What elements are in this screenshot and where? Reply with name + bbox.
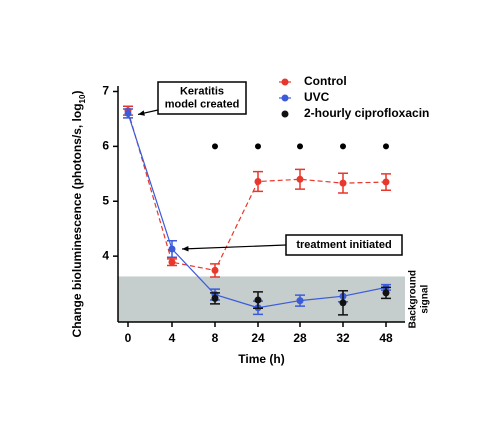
y-axis-label: Change bioluminescence (photons/s, log10… (70, 91, 86, 338)
x-tick-label: 0 (125, 331, 132, 345)
y-tick-label: 6 (102, 139, 109, 153)
band-label: signal (420, 285, 431, 314)
x-tick-label: 28 (293, 331, 307, 345)
annotation-text: model created (165, 98, 240, 110)
data-point (382, 178, 390, 186)
arrow-head (138, 110, 145, 116)
band-label: Background (408, 270, 419, 328)
data-point (339, 299, 347, 307)
y-label-part: 10 (78, 94, 87, 103)
data-point (296, 175, 304, 183)
y-label-part: ) (70, 91, 84, 95)
data-point (211, 294, 219, 302)
annotation-text: Keratitis (180, 85, 224, 97)
data-point (254, 177, 262, 185)
y-tick-label: 7 (102, 84, 109, 98)
data-point (124, 109, 132, 117)
data-point (168, 258, 176, 266)
x-tick-label: 48 (379, 331, 393, 345)
arrow-head (182, 246, 189, 252)
significance-marker (255, 143, 261, 150)
data-point (296, 297, 304, 305)
significance-marker (212, 143, 218, 150)
background-band (118, 276, 405, 322)
data-point (168, 245, 176, 253)
significance-marker (297, 143, 303, 150)
annotation-arrow (181, 244, 287, 250)
y-tick-label: 4 (102, 248, 109, 262)
significance-marker (340, 143, 346, 150)
y-tick-label: 5 (102, 193, 109, 207)
data-point (254, 296, 262, 304)
x-tick-label: 32 (336, 331, 350, 345)
data-point (339, 179, 347, 187)
x-tick-label: 24 (251, 331, 265, 345)
significance-marker (383, 143, 389, 150)
legend-marker (281, 110, 289, 118)
legend-label: 2-hourly ciprofloxacin (304, 106, 429, 120)
annotation-text: treatment initiated (296, 239, 391, 251)
annotation-box (157, 81, 247, 115)
y-label-part: Change bioluminescence (photons/s, log (70, 103, 84, 337)
legend-label: Control (304, 74, 347, 88)
x-tick-label: 8 (212, 331, 219, 345)
data-point (211, 266, 219, 274)
data-point (382, 289, 390, 297)
legend-label: UVC (304, 90, 330, 104)
x-tick-label: 4 (169, 331, 176, 345)
x-axis-label: Time (h) (238, 352, 284, 366)
